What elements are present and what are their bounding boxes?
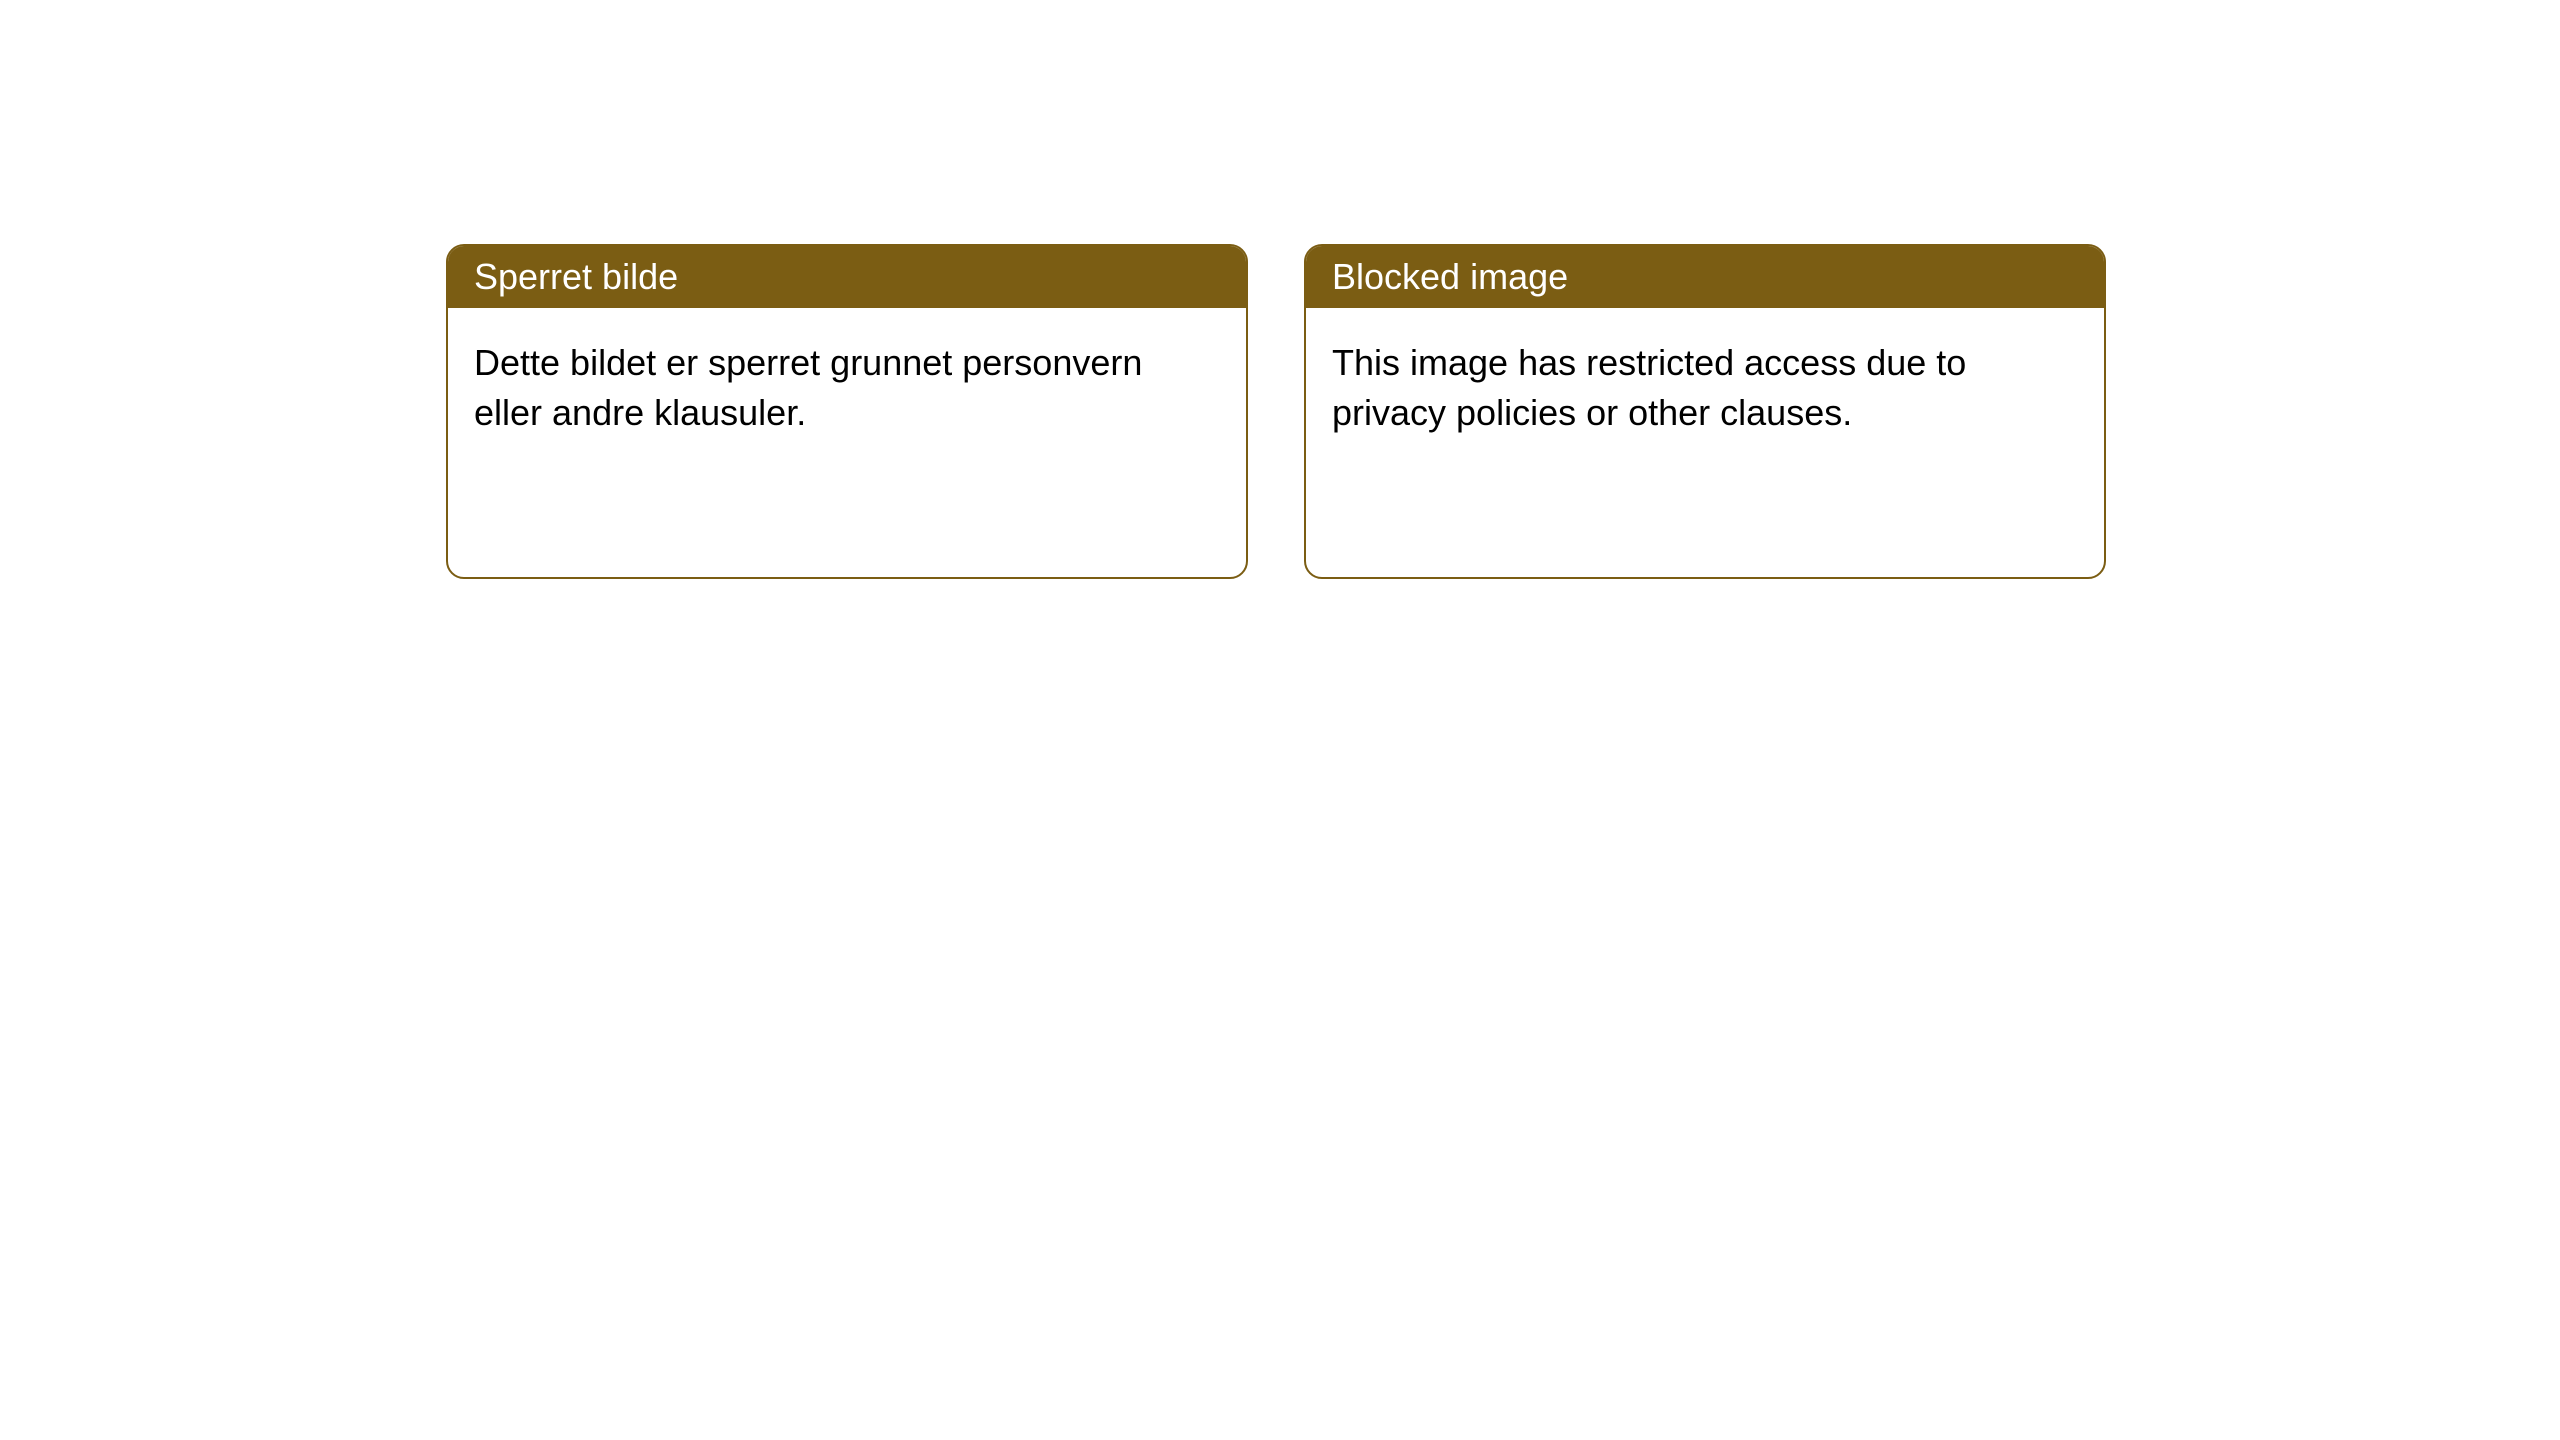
notice-card-norwegian: Sperret bilde Dette bildet er sperret gr… <box>446 244 1248 579</box>
notice-card-english: Blocked image This image has restricted … <box>1304 244 2106 579</box>
notice-body: This image has restricted access due to … <box>1306 308 2104 469</box>
notice-title: Blocked image <box>1306 246 2104 308</box>
notice-container: Sperret bilde Dette bildet er sperret gr… <box>0 0 2560 579</box>
notice-title: Sperret bilde <box>448 246 1246 308</box>
notice-body: Dette bildet er sperret grunnet personve… <box>448 308 1246 469</box>
